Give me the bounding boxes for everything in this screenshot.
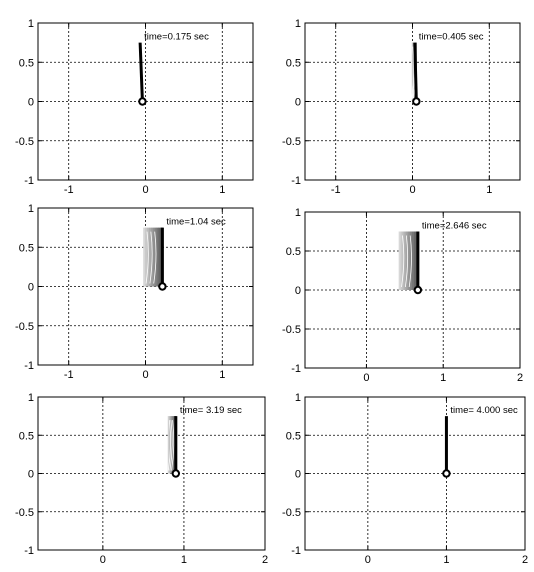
x-tick-label: 0: [100, 554, 106, 566]
y-tick-label: 0.5: [286, 57, 301, 69]
x-tick-label: 0: [409, 184, 415, 196]
y-tick-label: -1: [24, 360, 34, 372]
pendulum-trail: [412, 231, 415, 290]
pendulum-trail: [158, 227, 161, 287]
pendulum-trail: [169, 416, 171, 474]
time-annotation: time=0.405 sec: [419, 32, 484, 43]
y-tick-label: 0: [295, 285, 301, 297]
pendulum-trail: [414, 231, 417, 290]
y-tick-label: -0.5: [15, 321, 34, 333]
x-tick-label: -1: [64, 184, 74, 196]
pendulum-trail: [143, 227, 146, 287]
pendulum-trail: [152, 227, 156, 287]
y-tick-label: 0.5: [19, 57, 34, 69]
x-tick-label: 1: [440, 372, 446, 384]
x-tick-label: 1: [443, 554, 449, 566]
x-tick-label: 2: [517, 372, 523, 384]
y-tick-label: 1: [295, 18, 301, 30]
y-tick-label: 0: [28, 282, 34, 294]
pendulum-trail: [167, 416, 170, 474]
pendulum-trail: [148, 227, 152, 287]
y-tick-label: -1: [24, 175, 34, 187]
y-tick-label: 0.5: [19, 430, 34, 442]
pivot-marker: [158, 282, 167, 291]
pendulum-trail: [398, 231, 402, 290]
pivot-marker: [171, 469, 181, 478]
y-tick-label: 1: [28, 203, 34, 215]
y-tick-label: -0.5: [15, 136, 34, 148]
pendulum-trail: [170, 416, 173, 474]
time-annotation: time=2.646 sec: [422, 221, 487, 232]
y-tick-label: -1: [291, 363, 301, 375]
y-tick-label: -0.5: [282, 136, 301, 148]
pendulum-trail-streak: [167, 420, 172, 471]
y-tick-label: -0.5: [282, 324, 301, 336]
pendulum-trail-streak: [169, 420, 173, 471]
pendulum-trail-streak: [411, 46, 415, 99]
pendulum-rod: [138, 42, 144, 102]
y-tick-label: -1: [291, 175, 301, 187]
pendulum-trail: [404, 231, 407, 290]
subplot-2: -1 0 1 -1 -0.5 0 0.5 1 time=0.405 sec: [282, 18, 521, 196]
y-tick-label: 1: [28, 18, 34, 30]
y-tick-label: 1: [28, 392, 34, 404]
x-tick-label: -1: [64, 369, 74, 381]
y-tick-label: -1: [291, 545, 301, 557]
subplot-5: 0 1 2 -1 -0.5 0 0.5 1 time= 3.19 sec: [15, 392, 268, 566]
pendulum-trail-streak: [408, 235, 412, 288]
x-tick-label: 2: [522, 554, 528, 566]
pendulum-trail: [408, 231, 411, 290]
pendulum-trail: [168, 416, 170, 474]
x-tick-label: 1: [219, 369, 225, 381]
time-annotation: time= 3.19 sec: [180, 405, 242, 416]
pendulum-trail: [172, 416, 174, 474]
pivot-marker: [442, 469, 451, 478]
x-tick-label: 1: [181, 554, 187, 566]
pendulum-trail-streak: [404, 235, 409, 288]
x-tick-label: 1: [486, 184, 492, 196]
pendulum-trail-streak: [149, 231, 153, 284]
x-tick-label: 0: [365, 554, 371, 566]
pivot-marker: [138, 97, 147, 106]
x-tick-label: 1: [219, 184, 225, 196]
y-tick-label: -0.5: [282, 507, 301, 519]
x-tick-label: 0: [363, 372, 369, 384]
subplot-3: -1 0 1 -1 -0.5 0 0.5 1 time=1.04 sec: [15, 203, 254, 381]
time-annotation: time=0.175 sec: [144, 32, 209, 43]
pendulum-trail: [400, 231, 404, 290]
pendulum-trail-streak: [153, 231, 157, 284]
pivot-marker: [412, 97, 421, 106]
y-tick-label: -0.5: [15, 507, 34, 519]
y-tick-label: 0: [295, 469, 301, 481]
pivot-marker: [413, 285, 423, 295]
y-tick-label: 0.5: [286, 246, 301, 258]
pendulum-trail-streak: [401, 235, 405, 288]
pendulum-trail: [145, 227, 148, 287]
x-tick-label: 2: [262, 554, 268, 566]
y-tick-label: 0: [28, 97, 34, 109]
subplot-4: 0 1 2 -1 -0.5 0 0.5 1 time=2.646 sec: [282, 207, 523, 384]
y-tick-label: 1: [295, 207, 301, 219]
pendulum-trail-streak: [145, 231, 149, 284]
x-tick-label: 0: [142, 369, 148, 381]
time-annotation: time=1.04 sec: [166, 217, 226, 228]
pendulum-trail: [156, 227, 160, 287]
y-tick-label: 0.5: [286, 430, 301, 442]
y-tick-label: 0.5: [19, 242, 34, 254]
y-tick-label: 0: [295, 97, 301, 109]
y-tick-label: 1: [295, 392, 301, 404]
time-annotation: time= 4.000 sec: [450, 405, 518, 416]
pendulum-rod: [413, 42, 418, 102]
subplot-1: -1 0 1 -1 -0.5 0 0.5 1 time=0.175 sec: [15, 18, 254, 196]
x-tick-label: 0: [142, 184, 148, 196]
y-tick-label: 0: [28, 469, 34, 481]
y-tick-label: -1: [24, 545, 34, 557]
pendulum-trail-streak: [171, 420, 175, 471]
subplot-6: 0 1 2 -1 -0.5 0 0.5 1 time= 4.000 sec: [282, 392, 528, 566]
x-tick-label: -1: [331, 184, 341, 196]
